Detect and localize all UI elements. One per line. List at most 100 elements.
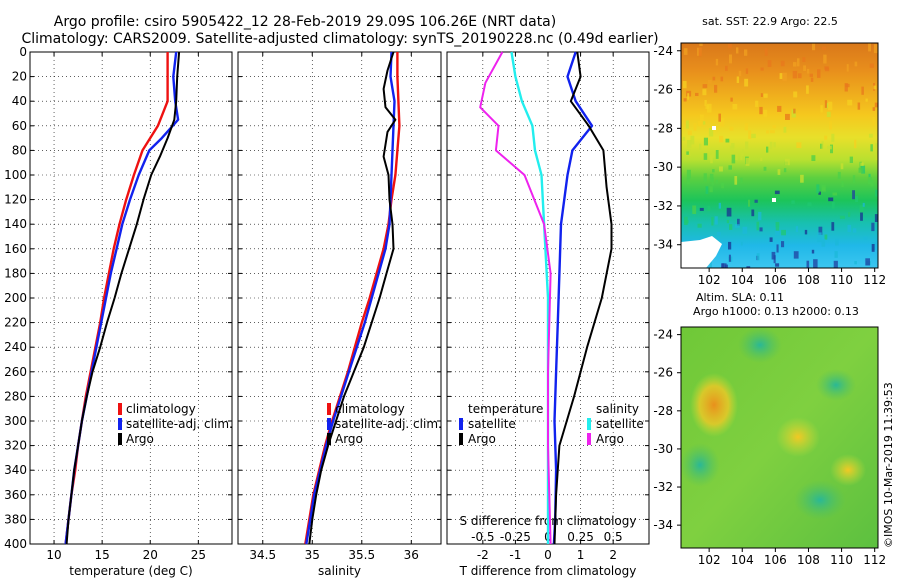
sst-texture-pixel bbox=[748, 130, 752, 139]
sst-texture-pixel bbox=[754, 199, 758, 203]
sst-texture-pixel bbox=[783, 168, 787, 173]
sst-texture-pixel bbox=[807, 202, 812, 207]
y-tick-label: 180 bbox=[4, 266, 27, 280]
sst-texture-pixel bbox=[721, 263, 725, 268]
sst-texture-pixel bbox=[728, 241, 732, 250]
sst-texture-pixel bbox=[862, 202, 865, 207]
sst-texture-pixel bbox=[817, 69, 821, 78]
y-tick-label: 160 bbox=[4, 242, 27, 256]
sst-texture-pixel bbox=[874, 102, 878, 108]
sst-texture-pixel bbox=[835, 238, 839, 246]
sst-texture-pixel bbox=[697, 223, 702, 228]
sst-texture-pixel bbox=[812, 43, 816, 51]
sst-texture-pixel bbox=[824, 234, 828, 240]
sst-texture-pixel bbox=[871, 222, 875, 232]
sst-texture-pixel bbox=[806, 68, 810, 74]
y-tick-label: 320 bbox=[4, 439, 27, 453]
sst-texture-pixel bbox=[719, 166, 723, 172]
legend-label-temp-argo: Argo bbox=[468, 432, 496, 446]
sst-texture-pixel bbox=[703, 137, 708, 146]
sla-map-subtitle: Argo h1000: 0.13 h2000: 0.13 bbox=[693, 305, 859, 318]
series-line-sargo bbox=[479, 51, 552, 545]
sst-texture-pixel bbox=[745, 157, 750, 166]
sst-texture-pixel bbox=[852, 228, 857, 233]
y-tick-label: 280 bbox=[4, 389, 27, 403]
sst-texture-pixel bbox=[782, 72, 787, 82]
x-tick-label: 35 bbox=[305, 548, 320, 562]
sst-texture-pixel bbox=[683, 48, 688, 55]
sst-texture-pixel bbox=[844, 83, 848, 92]
sst-texture-pixel bbox=[767, 60, 772, 67]
sst-land-mask bbox=[772, 198, 776, 202]
sst-texture-pixel bbox=[707, 80, 712, 84]
map-y-tick-label: -32 bbox=[653, 480, 673, 494]
sst-texture-pixel bbox=[797, 58, 800, 67]
map-y-tick-label: -32 bbox=[653, 199, 673, 213]
map-y-tick-label: -28 bbox=[653, 121, 673, 135]
sst-texture-pixel bbox=[686, 169, 691, 179]
map-x-tick-label: 108 bbox=[797, 273, 820, 287]
sst-texture-pixel bbox=[738, 70, 742, 77]
sst-texture-pixel bbox=[707, 103, 712, 113]
sst-texture-pixel bbox=[875, 143, 878, 149]
map-x-tick-label: 102 bbox=[698, 273, 721, 287]
sst-texture-pixel bbox=[793, 251, 799, 259]
sst-speckle bbox=[682, 43, 878, 268]
x-tick-label: 0 bbox=[544, 548, 552, 562]
series-line-argo bbox=[65, 51, 181, 545]
sst-texture-pixel bbox=[711, 151, 715, 158]
sst-texture-pixel bbox=[711, 216, 714, 226]
sst-texture-pixel bbox=[821, 239, 826, 247]
sst-texture-pixel bbox=[728, 43, 732, 49]
sst-texture-pixel bbox=[847, 224, 852, 232]
sst-texture-pixel bbox=[854, 261, 857, 265]
sst-texture-pixel bbox=[783, 126, 787, 133]
map-x-tick-label: 110 bbox=[830, 553, 853, 567]
sla-anomaly bbox=[738, 327, 782, 363]
sst-texture-pixel bbox=[791, 200, 795, 204]
sst-texture-pixel bbox=[721, 182, 724, 189]
y-tick-label: 200 bbox=[4, 291, 27, 305]
legend-swatch-climatology bbox=[327, 403, 331, 415]
x-tick-label: 10 bbox=[46, 548, 61, 562]
legend-label-argo: Argo bbox=[126, 432, 154, 446]
map-x-tick-label: 110 bbox=[830, 273, 853, 287]
series-line-sat bbox=[305, 51, 396, 545]
sst-texture-pixel bbox=[818, 191, 821, 195]
figure-title-line2: Climatology: CARS2009. Satellite-adjuste… bbox=[21, 31, 658, 47]
map-y-tick-label: -24 bbox=[653, 328, 673, 342]
sst-texture-pixel bbox=[771, 251, 776, 260]
sst-texture-pixel bbox=[748, 199, 751, 207]
sst-texture-pixel bbox=[760, 67, 764, 71]
sst-texture-pixel bbox=[684, 216, 688, 225]
map-x-tick-label: 112 bbox=[863, 553, 886, 567]
y-tick-label: 80 bbox=[12, 143, 27, 157]
sst-texture-pixel bbox=[740, 152, 743, 160]
legend-label-satellite: satellite-adj. clim. bbox=[335, 417, 442, 431]
s-tick-label: 0.25 bbox=[567, 530, 594, 544]
sst-texture-pixel bbox=[744, 123, 748, 131]
sst-texture-pixel bbox=[725, 138, 730, 143]
sst-texture-pixel bbox=[744, 49, 748, 56]
sst-texture-pixel bbox=[744, 78, 749, 87]
sst-texture-pixel bbox=[821, 46, 827, 50]
y-tick-label: 360 bbox=[4, 488, 27, 502]
s-tick-label: 0.5 bbox=[604, 530, 623, 544]
sst-texture-pixel bbox=[760, 93, 763, 97]
sst-texture-pixel bbox=[855, 195, 859, 202]
sst-texture-pixel bbox=[697, 120, 702, 126]
sst-texture-pixel bbox=[751, 133, 756, 139]
x-axis-label: salinity bbox=[318, 564, 361, 578]
sst-texture-pixel bbox=[861, 86, 864, 95]
sla-anomaly bbox=[776, 417, 820, 457]
temperature-legend: climatology satellite-adj. clim. Argo bbox=[118, 402, 233, 446]
sst-texture-pixel bbox=[776, 244, 779, 253]
series-line-argo bbox=[553, 51, 613, 545]
y-tick-label: 140 bbox=[4, 217, 27, 231]
sst-texture-pixel bbox=[695, 92, 699, 96]
sst-texture-pixel bbox=[721, 263, 727, 268]
sst-texture-pixel bbox=[848, 212, 851, 217]
y-tick-label: 0 bbox=[19, 45, 27, 59]
map-x-tick-label: 104 bbox=[731, 553, 754, 567]
sst-texture-pixel bbox=[769, 237, 773, 242]
